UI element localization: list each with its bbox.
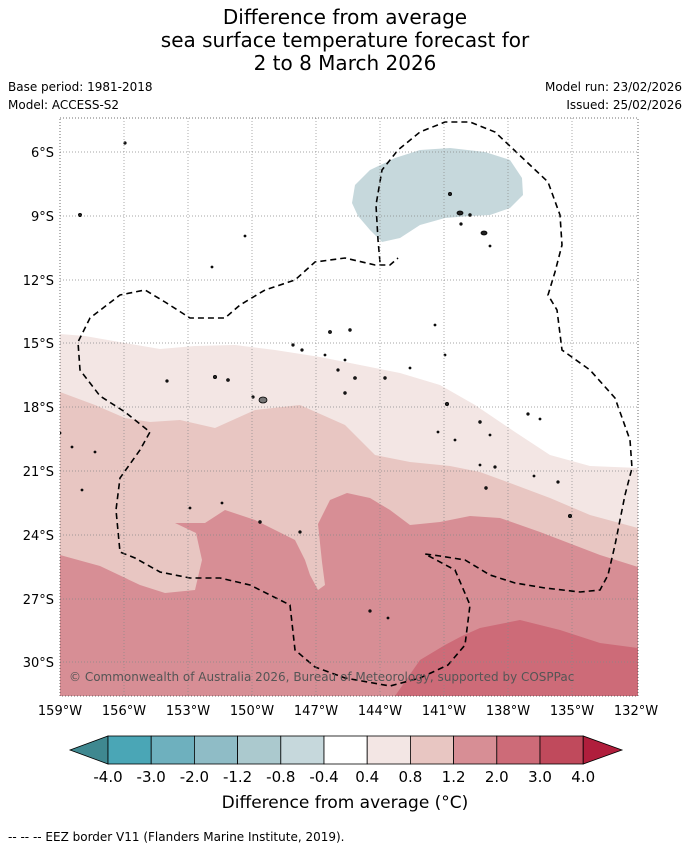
band-2.0-3.0: [395, 620, 638, 696]
lat-label: 30°S: [23, 656, 54, 671]
colorbar-tick-label: 0.4: [355, 768, 379, 786]
colorbar-segment: [237, 735, 282, 765]
lon-label: 144°W: [358, 704, 402, 719]
colorbar-tick-label: -0.8: [266, 768, 295, 786]
negative-anomaly-patch: [352, 148, 523, 242]
colorbar-segment: [323, 735, 368, 765]
latitude-labels: 6°S 9°S 12°S 15°S 18°S 21°S 24°S 27°S 30°S: [23, 146, 54, 671]
lon-label: 153°W: [166, 704, 210, 719]
lat-label: 18°S: [23, 401, 54, 416]
lat-label: 24°S: [23, 529, 54, 544]
colorbar-labels: -4.0 -3.0 -2.0 -1.2 -0.8 -0.4 0.4 0.8 1.2 2.0 3.0 4…: [93, 768, 595, 786]
longitude-labels: 159°W 156°W 153°W 150°W 147°W 144°W 141°W 138°W…: [38, 704, 658, 719]
colorbar-segment: [193, 735, 238, 765]
lat-label: 6°S: [31, 146, 54, 161]
lon-label: 159°W: [38, 704, 82, 719]
colorbar-tick-label: 4.0: [571, 768, 595, 786]
lon-label: 147°W: [294, 704, 338, 719]
colorbar-min-arrow: [68, 735, 109, 765]
model-name: Model: ACCESS-S2: [8, 98, 120, 112]
lon-label: 141°W: [422, 704, 466, 719]
colorbar-segment: [496, 735, 541, 765]
lon-label: 138°W: [486, 704, 530, 719]
base-period: Base period: 1981-2018: [8, 80, 153, 94]
lon-label: 156°W: [102, 704, 146, 719]
colorbar-tick-label: 2.0: [485, 768, 509, 786]
colorbar-tick-label: 3.0: [528, 768, 552, 786]
title-line-1: Difference from average: [222, 5, 468, 29]
lat-label: 27°S: [23, 593, 54, 608]
eez-border: [77, 121, 633, 687]
colorbar-segment: [409, 735, 454, 765]
lat-label: 21°S: [23, 465, 54, 480]
colorbar-tick-label: -1.2: [223, 768, 252, 786]
lat-label: 9°S: [31, 210, 54, 225]
map-frame: [59, 117, 639, 697]
lon-label: 150°W: [230, 704, 274, 719]
colorbar-segment: [150, 735, 195, 765]
colorbar-max-arrow: [582, 735, 624, 765]
colorbar-tick-label: 1.2: [442, 768, 466, 786]
colorbar-tick-label: 0.8: [398, 768, 422, 786]
colorbar: [68, 735, 624, 765]
graticule: [60, 118, 638, 696]
colorbar-tick-label: -0.4: [309, 768, 338, 786]
colorbar-tick-label: -4.0: [93, 768, 122, 786]
eez-legend-note: -- -- -- EEZ border V11 (Flanders Marine…: [8, 830, 345, 844]
colorbar-segment: [107, 735, 152, 765]
lat-label: 12°S: [23, 274, 54, 289]
lat-label: 15°S: [23, 337, 54, 352]
lon-label: 132°W: [614, 704, 658, 719]
issued-date: Issued: 25/02/2026: [566, 98, 682, 112]
colorbar-segment: [280, 735, 325, 765]
colorbar-segment: [539, 735, 584, 765]
copyright-notice: © Commonwealth of Australia 2026, Bureau…: [69, 670, 574, 684]
lon-label: 135°W: [550, 704, 594, 719]
colorbar-tick-label: -2.0: [180, 768, 209, 786]
title-line-2: sea surface temperature forecast for: [160, 28, 530, 52]
islands: [60, 141, 573, 620]
colorbar-title: Difference from average (°C): [221, 793, 469, 813]
colorbar-segment: [453, 735, 498, 765]
model-run: Model run: 23/02/2026: [544, 80, 682, 94]
colorbar-tick-label: -3.0: [137, 768, 166, 786]
title-line-3: 2 to 8 March 2026: [253, 51, 437, 75]
colorbar-segment: [366, 735, 411, 765]
